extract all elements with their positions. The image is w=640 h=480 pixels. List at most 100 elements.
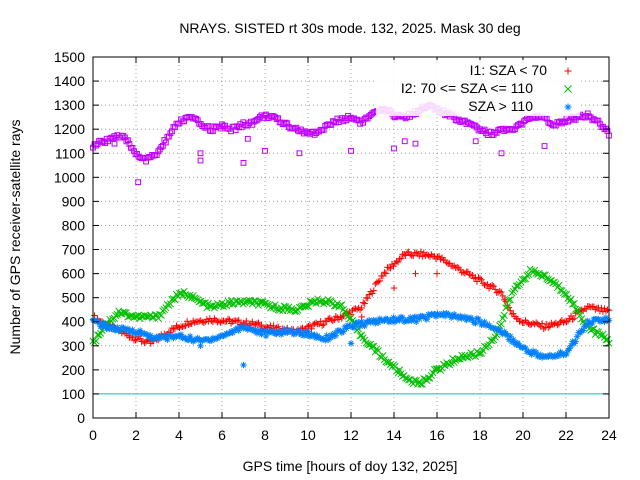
data-point-total [193,116,200,122]
x-tick-label: 20 [515,427,531,443]
x-tick-label: 2 [132,427,140,443]
legend-entry-i3: SZA > 110 [468,98,572,114]
data-point-i1 [560,319,567,326]
data-point-total [254,117,260,123]
data-point-i1 [454,263,461,271]
data-point-i1 [315,320,323,328]
data-point-i1 [337,313,344,320]
data-point-i1 [220,317,227,324]
outlier-point-total [296,150,303,157]
data-point-i2 [379,352,387,360]
data-point-i1 [364,294,371,302]
data-point-i1 [402,252,409,259]
data-point-i1 [397,255,405,262]
data-point-i3 [537,351,544,359]
data-point-total [281,120,288,127]
data-point-i1 [569,316,576,323]
outlier-point-total [111,140,118,147]
data-point-i2 [588,325,596,333]
data-point-i1 [470,275,478,282]
y-tick-label: 1000 [54,169,85,185]
data-point-total [284,120,291,127]
outlier-point-i3 [347,340,355,347]
outlier-point-i1 [412,270,419,277]
data-point-i2 [142,312,150,320]
data-point-total [129,145,136,151]
data-point-i1 [366,291,373,298]
data-point-i2 [603,335,612,343]
data-point-total [219,121,225,128]
x-tick-label: 18 [472,427,488,443]
data-point-i1 [346,308,353,316]
data-point-i1 [406,251,414,258]
outlier-point-total [240,159,247,166]
data-point-i1 [132,336,139,344]
data-point-i1 [185,321,192,329]
data-point-i3 [469,316,476,324]
legend-marker-i1 [564,67,572,75]
y-tick-label: 1100 [55,145,85,161]
data-point-i1 [176,324,183,331]
data-point-i1 [347,311,355,318]
data-point-total [357,120,364,127]
data-point-i2 [271,301,279,309]
data-point-i1 [188,320,195,327]
data-point-i1 [394,258,402,266]
data-point-total [311,131,318,138]
data-point-i1 [413,249,420,256]
data-point-total [584,110,591,117]
data-point-total [194,117,201,124]
data-point-i2 [175,289,184,297]
data-point-i1 [461,269,469,277]
data-point-i1 [361,300,368,307]
data-point-i1 [437,256,444,263]
data-point-i2 [382,358,390,366]
data-point-i1 [200,319,207,326]
data-point-i3 [472,320,479,327]
data-point-i2 [505,296,513,304]
data-point-i1 [496,288,503,295]
data-point-i1 [425,252,432,259]
data-point-i1 [464,268,472,275]
y-tick-label: 700 [62,242,86,258]
data-point-i2 [364,340,372,348]
data-point-total [282,119,289,126]
outlier-point-i1 [358,313,365,321]
x-tick-label: 4 [175,427,183,443]
data-point-i1 [590,303,598,310]
data-point-i1 [587,304,594,311]
data-point-i1 [405,248,412,256]
x-tick-label: 14 [386,427,402,443]
data-point-total [165,133,172,140]
data-point-i2 [396,366,404,374]
data-point-i1 [488,281,496,289]
data-point-i1 [419,253,426,260]
data-point-i2 [570,300,578,308]
data-point-i1 [375,278,382,285]
legend-marker-i3 [564,103,572,111]
data-point-total [325,121,332,128]
data-point-i3 [399,314,406,321]
data-point-i2 [480,342,489,350]
data-point-i2 [418,380,426,388]
series-i3 [89,310,613,361]
outlier-point-total [401,138,408,145]
data-point-i2 [391,362,399,370]
data-point-i1 [435,252,443,260]
y-tick-label: 1500 [54,49,85,65]
data-point-i1 [416,252,423,259]
data-point-total [158,144,165,150]
data-point-i2 [256,298,264,306]
data-point-total [360,119,367,126]
data-point-i1 [141,339,148,347]
x-tick-label: 6 [218,427,226,443]
data-point-i1 [501,296,508,303]
data-point-i3 [332,332,340,339]
data-point-total [543,115,550,122]
data-point-i1 [243,317,250,325]
data-point-total [340,118,347,125]
y-tick-label: 300 [62,338,86,354]
data-point-i2 [575,307,583,315]
data-point-i1 [491,286,499,293]
y-tick-label: 1300 [54,97,85,113]
